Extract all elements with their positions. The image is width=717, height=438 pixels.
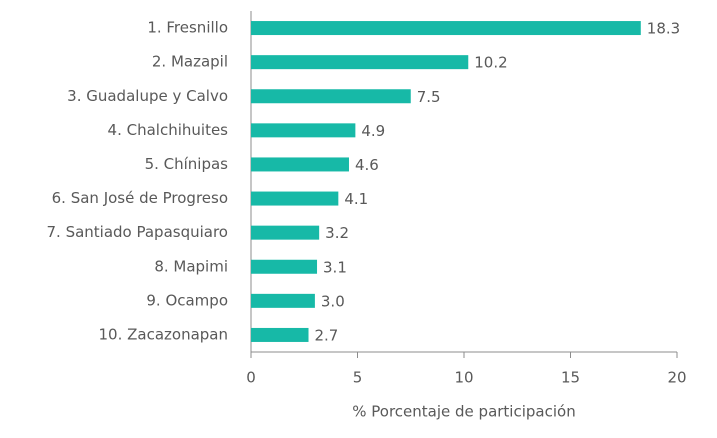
y-tick-label: 6. San José de Progreso (52, 189, 228, 207)
y-tick-label: 7. Santiado Papasquiaro (46, 223, 228, 241)
bar (251, 55, 469, 70)
bar (251, 293, 315, 308)
y-tick-label: 10. Zacazonapan (99, 325, 229, 343)
value-label: 4.1 (344, 190, 368, 208)
x-tick-label: 0 (246, 369, 256, 387)
y-tick-label: 9. Ocampo (146, 291, 228, 309)
y-tick-label: 2. Mazapil (152, 53, 228, 71)
value-label: 4.9 (361, 122, 385, 140)
x-tick-label: 5 (353, 369, 363, 387)
x-tick-label: 15 (561, 369, 580, 387)
x-tick-label: 20 (667, 369, 686, 387)
bar (251, 123, 356, 138)
bar (251, 225, 320, 240)
y-tick-label: 3. Guadalupe y Calvo (67, 87, 228, 105)
y-tick-label: 8. Mapimi (154, 257, 228, 275)
bar (251, 191, 339, 206)
value-label: 7.5 (417, 88, 441, 106)
value-label: 2.7 (315, 326, 339, 344)
bar (251, 89, 411, 104)
value-label: 3.2 (325, 224, 349, 242)
bar (251, 259, 318, 274)
bar (251, 21, 641, 36)
y-tick-label: 5. Chínipas (145, 155, 229, 173)
bar (251, 157, 349, 172)
value-label: 10.2 (474, 54, 507, 72)
x-axis-title: % Porcentaje de participación (352, 403, 575, 421)
value-label: 3.0 (321, 292, 345, 310)
y-tick-label: 1. Fresnillo (147, 19, 228, 37)
value-label: 18.3 (647, 20, 680, 38)
y-tick-label: 4. Chalchihuites (108, 121, 229, 139)
bar (251, 327, 309, 342)
x-tick-label: 10 (454, 369, 473, 387)
value-label: 3.1 (323, 258, 347, 276)
value-label: 4.6 (355, 156, 379, 174)
